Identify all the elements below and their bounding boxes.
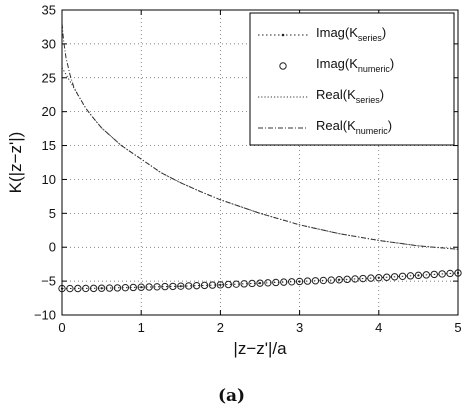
y-tick-label: 20 xyxy=(42,104,56,119)
data-point xyxy=(295,277,304,286)
data-point xyxy=(280,278,288,286)
data-point xyxy=(343,275,351,284)
legend: Imag(Kseries) Imag(Knumeric) Real(Kseries)… xyxy=(249,12,455,146)
legend-marker xyxy=(279,62,287,70)
data-point xyxy=(303,277,312,285)
y-tick-label: −10 xyxy=(34,308,56,323)
y-tick-label: 30 xyxy=(42,36,56,51)
data-point xyxy=(153,283,161,291)
y-tick-label: −5 xyxy=(41,274,56,289)
data-point xyxy=(359,274,367,283)
data-point xyxy=(438,270,446,278)
y-tick-label: 35 xyxy=(42,3,56,18)
data-point xyxy=(398,272,407,280)
y-tick-label: 5 xyxy=(49,206,56,221)
plot-frame xyxy=(61,9,459,316)
data-point xyxy=(97,284,106,292)
data-point xyxy=(185,282,193,290)
data-point xyxy=(140,286,143,289)
data-point xyxy=(177,282,185,290)
series-line xyxy=(61,23,459,250)
data-point xyxy=(311,277,320,285)
data-point xyxy=(446,269,454,278)
data-point xyxy=(161,282,169,291)
x-tick-label: 1 xyxy=(138,320,145,335)
data-point xyxy=(224,280,233,289)
data-point xyxy=(338,278,341,281)
data-point xyxy=(422,271,431,279)
legend-label: Real(Kseries) xyxy=(316,87,384,105)
data-point xyxy=(240,280,248,288)
x-axis-label: |z−z'|/a xyxy=(233,339,287,358)
data-point xyxy=(192,281,201,290)
data-point xyxy=(121,283,130,292)
data-point xyxy=(100,287,103,290)
data-point xyxy=(335,276,343,284)
data-point xyxy=(208,281,217,289)
data-point xyxy=(327,276,335,284)
data-point xyxy=(375,274,383,282)
series-line xyxy=(61,67,459,250)
data-point xyxy=(129,283,137,292)
x-tick-label: 2 xyxy=(217,320,224,335)
data-point xyxy=(82,284,90,293)
legend-label: Imag(Kseries) xyxy=(316,25,386,43)
x-tick-label: 0 xyxy=(58,320,65,335)
series-imag-k-numeric- xyxy=(58,269,462,293)
data-point xyxy=(216,281,225,289)
data-point xyxy=(377,276,380,279)
y-tick-label: 10 xyxy=(42,172,56,187)
data-point xyxy=(145,283,153,291)
data-point xyxy=(351,275,359,283)
data-point xyxy=(390,273,399,281)
data-point xyxy=(89,284,98,293)
data-point xyxy=(219,283,222,286)
data-point xyxy=(383,273,391,281)
data-point xyxy=(200,281,209,290)
data-point xyxy=(406,272,415,280)
data-point xyxy=(105,284,114,292)
data-point xyxy=(414,271,423,280)
data-point xyxy=(66,284,74,293)
data-point xyxy=(248,279,256,288)
y-tick-label: 15 xyxy=(42,138,56,153)
y-axis-label: K(|z−z'|) xyxy=(6,132,25,194)
legend-label: Real(Knumeric) xyxy=(316,118,392,136)
legend-label: Imag(Knumeric) xyxy=(316,56,394,74)
data-point xyxy=(137,283,145,291)
ticks: 0 1 2 3 4 5 −10 −5 0 5 10 15 20 25 30 35 xyxy=(34,3,462,336)
x-tick-label: 3 xyxy=(296,320,303,335)
data-point xyxy=(258,282,262,285)
data-point xyxy=(74,284,82,293)
grid xyxy=(62,10,458,315)
x-tick-label: 5 xyxy=(454,320,461,335)
legend-marker xyxy=(281,33,285,37)
data-point xyxy=(319,276,328,285)
y-tick-label: 25 xyxy=(42,70,56,85)
data-point xyxy=(417,274,420,277)
series-imag-k-series- xyxy=(60,271,460,290)
data-point xyxy=(264,279,272,287)
data-point xyxy=(169,282,177,291)
data-point xyxy=(256,279,264,287)
data-point xyxy=(287,278,296,286)
series-layer xyxy=(58,23,462,293)
figure-caption: (a) xyxy=(217,386,246,406)
data-point xyxy=(179,285,182,288)
y-tick-label: 0 xyxy=(49,240,56,255)
series-real-k-series- xyxy=(61,67,459,250)
data-point xyxy=(232,280,240,288)
x-tick-label: 4 xyxy=(375,320,382,335)
data-point xyxy=(430,270,438,279)
data-point xyxy=(272,278,280,287)
data-point xyxy=(298,280,301,283)
data-point xyxy=(367,274,375,282)
data-point xyxy=(113,284,122,292)
series-real-k-numeric- xyxy=(61,23,459,250)
legend-box xyxy=(249,12,455,146)
